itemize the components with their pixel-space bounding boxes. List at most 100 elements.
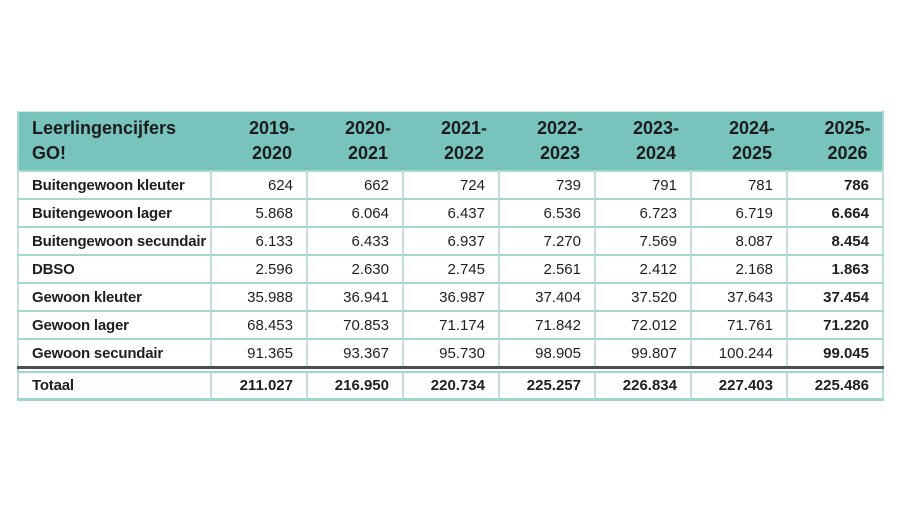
table-row: Buitengewoon secundair 6.133 6.433 6.937 7.2… <box>17 226 884 256</box>
year-line2: 2025 <box>731 143 773 163</box>
value-cell: 2.596 <box>210 254 308 284</box>
total-label-cell: Totaal <box>17 371 212 400</box>
total-value-cell: 216.950 <box>306 371 404 400</box>
total-value-cell: 226.834 <box>594 371 692 400</box>
value-cell: 6.133 <box>210 226 308 256</box>
table-row: Gewoon secundair 91.365 93.367 95.730 98.905… <box>17 338 884 369</box>
year-line2: 2026 <box>827 143 868 163</box>
value-cell: 71.761 <box>690 310 788 340</box>
value-cell: 2.412 <box>594 254 692 284</box>
row-label-cell: Gewoon kleuter <box>17 282 212 312</box>
value-cell: 37.454 <box>786 282 884 312</box>
table-row: Buitengewoon lager 5.868 6.064 6.437 6.536 6.… <box>17 198 884 228</box>
value-cell: 71.220 <box>786 310 884 340</box>
year-column-header: 2020- 2021 <box>307 111 403 171</box>
value-cell: 37.404 <box>498 282 596 312</box>
value-cell: 781 <box>690 170 788 200</box>
value-cell: 7.270 <box>498 226 596 256</box>
value-cell: 6.064 <box>306 198 404 228</box>
table-row: Buitengewoon kleuter 624 662 724 739 791 781 78… <box>17 170 884 200</box>
value-cell: 6.433 <box>306 226 404 256</box>
value-cell: 1.863 <box>786 254 884 284</box>
year-line1: 2024- <box>728 118 776 138</box>
total-value-cell: 227.403 <box>690 371 788 400</box>
year-column-header: 2022- 2023 <box>499 111 595 171</box>
value-cell: 724 <box>402 170 500 200</box>
table-title-line2: GO! <box>32 143 66 163</box>
row-label-cell: Gewoon lager <box>17 310 212 340</box>
table-title-line1: Leerlingencijfers <box>32 118 177 138</box>
year-line2: 2023 <box>539 143 581 163</box>
value-cell: 5.868 <box>210 198 308 228</box>
year-line1: 2025- <box>824 118 871 138</box>
value-cell: 99.045 <box>786 338 884 369</box>
row-label-cell: Buitengewoon secundair <box>17 226 212 256</box>
value-cell: 6.664 <box>786 198 884 228</box>
value-cell: 35.988 <box>210 282 308 312</box>
total-row: Totaal 211.027 216.950 220.734 225.257 226.83… <box>17 371 884 400</box>
table-title-cell: Leerlingencijfers GO! <box>18 111 211 171</box>
total-value-cell: 225.486 <box>786 371 884 400</box>
row-label-cell: Buitengewoon lager <box>17 198 212 228</box>
year-column-header: 2025- 2026 <box>787 111 883 171</box>
value-cell: 71.842 <box>498 310 596 340</box>
value-cell: 36.987 <box>402 282 500 312</box>
value-cell: 624 <box>210 170 308 200</box>
row-label-cell: Buitengewoon kleuter <box>17 170 212 200</box>
value-cell: 2.168 <box>690 254 788 284</box>
table-header: Leerlingencijfers GO! 2019- 2020 2020- 2021… <box>18 111 883 171</box>
table-row: Gewoon lager 68.453 70.853 71.174 71.842 72.0… <box>17 310 884 340</box>
year-line2: 2022 <box>443 143 485 163</box>
year-column-header: 2021- 2022 <box>403 111 499 171</box>
year-column-header: 2024- 2025 <box>691 111 787 171</box>
value-cell: 37.643 <box>690 282 788 312</box>
value-cell: 36.941 <box>306 282 404 312</box>
year-line2: 2020 <box>251 143 293 163</box>
year-line1: 2020- <box>344 118 392 138</box>
value-cell: 6.719 <box>690 198 788 228</box>
value-cell: 8.087 <box>690 226 788 256</box>
value-cell: 71.174 <box>402 310 500 340</box>
value-cell: 93.367 <box>306 338 404 369</box>
value-cell: 739 <box>498 170 596 200</box>
value-cell: 99.807 <box>594 338 692 369</box>
value-cell: 37.520 <box>594 282 692 312</box>
value-cell: 6.723 <box>594 198 692 228</box>
value-cell: 95.730 <box>402 338 500 369</box>
total-value-cell: 220.734 <box>402 371 500 400</box>
value-cell: 68.453 <box>210 310 308 340</box>
value-cell: 91.365 <box>210 338 308 369</box>
value-cell: 7.569 <box>594 226 692 256</box>
value-cell: 8.454 <box>786 226 884 256</box>
value-cell: 6.937 <box>402 226 500 256</box>
table-row: Gewoon kleuter 35.988 36.941 36.987 37.404 37… <box>17 282 884 312</box>
leerlingencijfers-table: Leerlingencijfers GO! 2019- 2020 2020- 2021… <box>17 111 884 401</box>
year-column-header: 2019- 2020 <box>211 111 307 171</box>
value-cell: 2.561 <box>498 254 596 284</box>
total-value-cell: 211.027 <box>210 371 308 400</box>
value-cell: 6.536 <box>498 198 596 228</box>
value-cell: 72.012 <box>594 310 692 340</box>
year-column-header: 2023- 2024 <box>595 111 691 171</box>
year-line2: 2021 <box>347 143 389 163</box>
value-cell: 70.853 <box>306 310 404 340</box>
value-cell: 100.244 <box>690 338 788 369</box>
year-line1: 2022- <box>536 118 584 138</box>
value-cell: 662 <box>306 170 404 200</box>
value-cell: 98.905 <box>498 338 596 369</box>
value-cell: 2.745 <box>402 254 500 284</box>
value-cell: 791 <box>594 170 692 200</box>
row-label-cell: DBSO <box>17 254 212 284</box>
year-line1: 2019- <box>248 118 296 138</box>
value-cell: 6.437 <box>402 198 500 228</box>
row-label-cell: Gewoon secundair <box>17 338 212 369</box>
header-row: Leerlingencijfers GO! 2019- 2020 2020- 2021… <box>18 111 883 171</box>
value-cell: 786 <box>786 170 884 200</box>
value-cell: 2.630 <box>306 254 404 284</box>
year-line1: 2023- <box>632 118 680 138</box>
table-body: Buitengewoon kleuter 624 662 724 739 791 781 78… <box>17 170 884 400</box>
total-value-cell: 225.257 <box>498 371 596 400</box>
year-line1: 2021- <box>440 118 488 138</box>
year-line2: 2024 <box>635 143 677 163</box>
